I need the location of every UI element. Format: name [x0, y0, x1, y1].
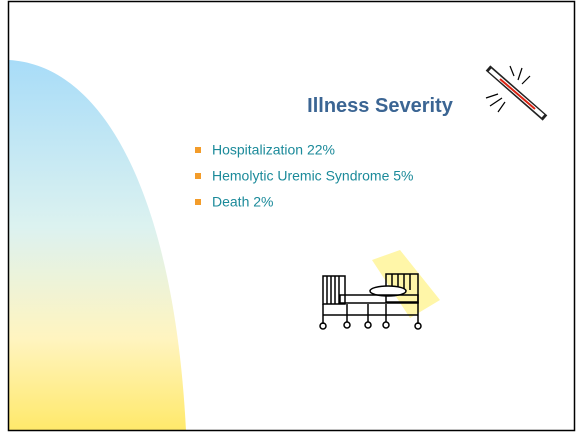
slide-title: Illness Severity — [307, 95, 454, 117]
slide: Illness Severity Hospitalization 22% Hem… — [0, 0, 576, 432]
bullet-marker — [195, 173, 201, 179]
bullet-marker — [195, 199, 201, 205]
bullet-text: Death 2% — [212, 194, 273, 210]
bullet-marker — [195, 147, 201, 153]
bullet-text: Hemolytic Uremic Syndrome 5% — [212, 168, 414, 184]
bullet-text: Hospitalization 22% — [212, 142, 335, 158]
